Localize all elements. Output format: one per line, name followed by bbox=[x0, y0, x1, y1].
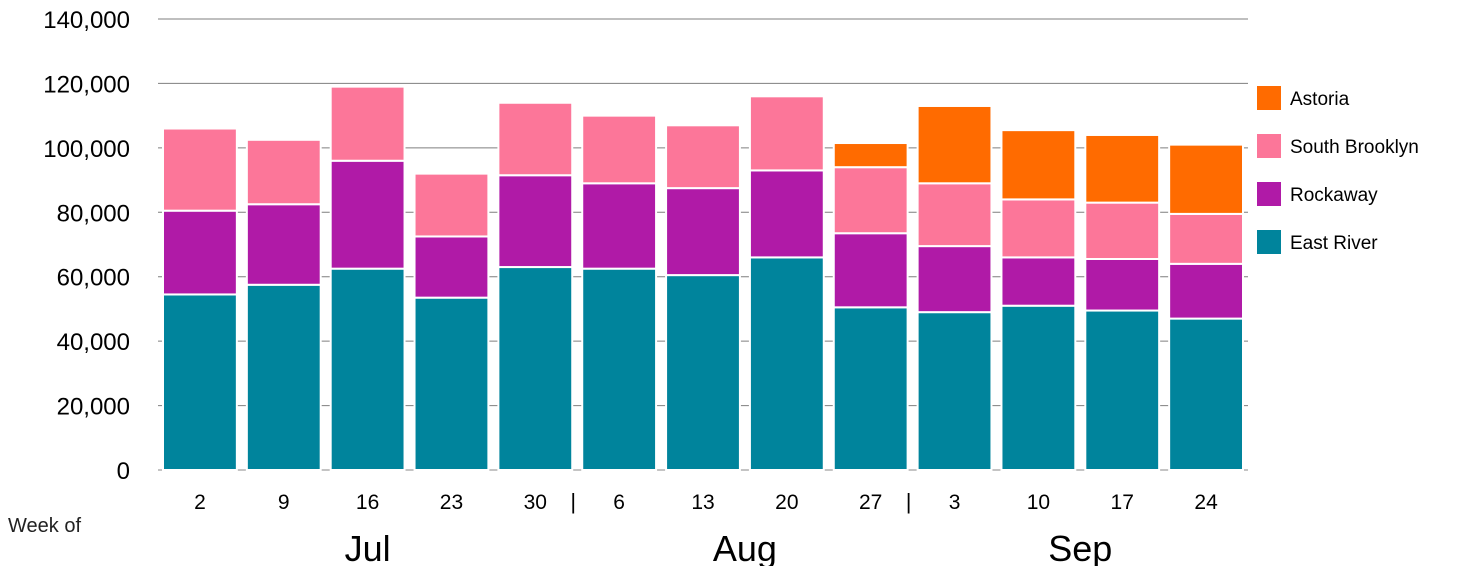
bar-segment-south-brooklyn bbox=[1168, 212, 1244, 265]
bars bbox=[162, 85, 1244, 472]
month-label: Aug bbox=[713, 528, 777, 566]
bar-segment-rockaway bbox=[245, 203, 322, 286]
x-axis: 2 9 16 23 30 6 13 20 27 3 10 17 24 | | Jul Aug Sep bbox=[194, 489, 1218, 566]
legend-swatch bbox=[1257, 86, 1281, 110]
bar-segment-south-brooklyn bbox=[413, 172, 490, 238]
y-tick-label: 140,000 bbox=[43, 7, 130, 34]
legend-label: South Brooklyn bbox=[1290, 137, 1419, 158]
bar-segment-rockaway bbox=[748, 169, 825, 259]
x-tick-label: 20 bbox=[775, 491, 798, 514]
x-tick-label: 16 bbox=[356, 491, 379, 514]
month-separator: | bbox=[906, 489, 912, 514]
x-tick-label: 17 bbox=[1111, 491, 1134, 514]
bar-segment-rockaway bbox=[1084, 257, 1161, 312]
bar-segment-rockaway bbox=[832, 232, 909, 309]
x-tick-label: 10 bbox=[1027, 491, 1050, 514]
legend-label: Astoria bbox=[1290, 89, 1350, 110]
x-tick-label: 9 bbox=[278, 491, 290, 514]
bar-segment-astoria bbox=[1084, 133, 1161, 204]
bar-segment-south-brooklyn bbox=[1000, 198, 1077, 259]
month-separator: | bbox=[570, 489, 576, 514]
y-tick-label: 40,000 bbox=[57, 329, 130, 356]
legend-swatch bbox=[1257, 134, 1281, 158]
legend-swatch bbox=[1257, 182, 1281, 206]
bar-segment-south-brooklyn bbox=[832, 166, 909, 235]
bar-segment-astoria bbox=[832, 142, 909, 169]
x-tick-label: 27 bbox=[859, 491, 882, 514]
legend: Astoria South Brooklyn Rockaway East River bbox=[1257, 86, 1419, 254]
bar-segment-south-brooklyn bbox=[329, 85, 406, 162]
x-tick-label: 30 bbox=[524, 491, 547, 514]
y-tick-label: 120,000 bbox=[43, 71, 130, 98]
bar-segment-east-river bbox=[1084, 309, 1161, 471]
bar-segment-south-brooklyn bbox=[748, 95, 825, 172]
bar-segment-rockaway bbox=[413, 235, 490, 299]
y-tick-label: 100,000 bbox=[43, 136, 130, 163]
bar-segment-east-river bbox=[1168, 317, 1244, 472]
bar-segment-east-river bbox=[916, 311, 993, 471]
bar-segment-rockaway bbox=[1168, 262, 1244, 320]
bar-segment-south-brooklyn bbox=[581, 114, 658, 185]
y-tick-label: 60,000 bbox=[57, 265, 130, 292]
bar-segment-south-brooklyn bbox=[916, 182, 993, 248]
bar-segment-east-river bbox=[581, 267, 658, 471]
bar-segment-rockaway bbox=[162, 209, 238, 296]
y-tick-label: 0 bbox=[117, 458, 130, 485]
bar-segment-astoria bbox=[1168, 143, 1244, 215]
bar-segment-east-river bbox=[832, 306, 909, 472]
bar-segment-east-river bbox=[162, 293, 238, 471]
x-tick-label: 6 bbox=[613, 491, 625, 514]
bar-segment-east-river bbox=[329, 267, 406, 471]
bar-segment-south-brooklyn bbox=[1084, 201, 1161, 260]
month-label: Sep bbox=[1048, 528, 1112, 566]
bar-segment-rockaway bbox=[329, 159, 406, 270]
bar-segment-astoria bbox=[916, 104, 993, 185]
y-axis: 0 20,000 40,000 60,000 80,000 100,000 120,000 1… bbox=[43, 7, 130, 485]
bar-segment-south-brooklyn bbox=[245, 138, 322, 206]
bar-segment-rockaway bbox=[1000, 256, 1077, 307]
bar-segment-east-river bbox=[1000, 304, 1077, 472]
legend-label: East River bbox=[1290, 233, 1378, 254]
bar-segment-east-river bbox=[665, 274, 741, 471]
bar-segment-south-brooklyn bbox=[497, 101, 574, 177]
legend-swatch bbox=[1257, 230, 1281, 254]
legend-label: Rockaway bbox=[1290, 185, 1378, 206]
bar-segment-rockaway bbox=[581, 182, 658, 270]
x-tick-label: 13 bbox=[691, 491, 714, 514]
y-tick-label: 80,000 bbox=[57, 200, 130, 227]
month-label: Jul bbox=[345, 528, 391, 566]
x-tick-label: 24 bbox=[1194, 491, 1218, 514]
x-axis-label: Week of bbox=[8, 515, 81, 537]
x-tick-label: 23 bbox=[440, 491, 463, 514]
bar-segment-east-river bbox=[245, 283, 322, 471]
bar-segment-rockaway bbox=[497, 174, 574, 269]
bar-segment-south-brooklyn bbox=[665, 124, 741, 190]
bar-segment-south-brooklyn bbox=[162, 127, 238, 212]
bar-segment-east-river bbox=[497, 266, 574, 471]
bar-segment-rockaway bbox=[916, 245, 993, 314]
bar-segment-rockaway bbox=[665, 187, 741, 277]
bar-segment-east-river bbox=[748, 256, 825, 471]
x-tick-label: 3 bbox=[949, 491, 961, 514]
x-tick-label: 2 bbox=[194, 491, 206, 514]
bar-segment-east-river bbox=[413, 296, 490, 471]
y-tick-label: 20,000 bbox=[57, 394, 130, 421]
bar-segment-astoria bbox=[1000, 129, 1077, 201]
